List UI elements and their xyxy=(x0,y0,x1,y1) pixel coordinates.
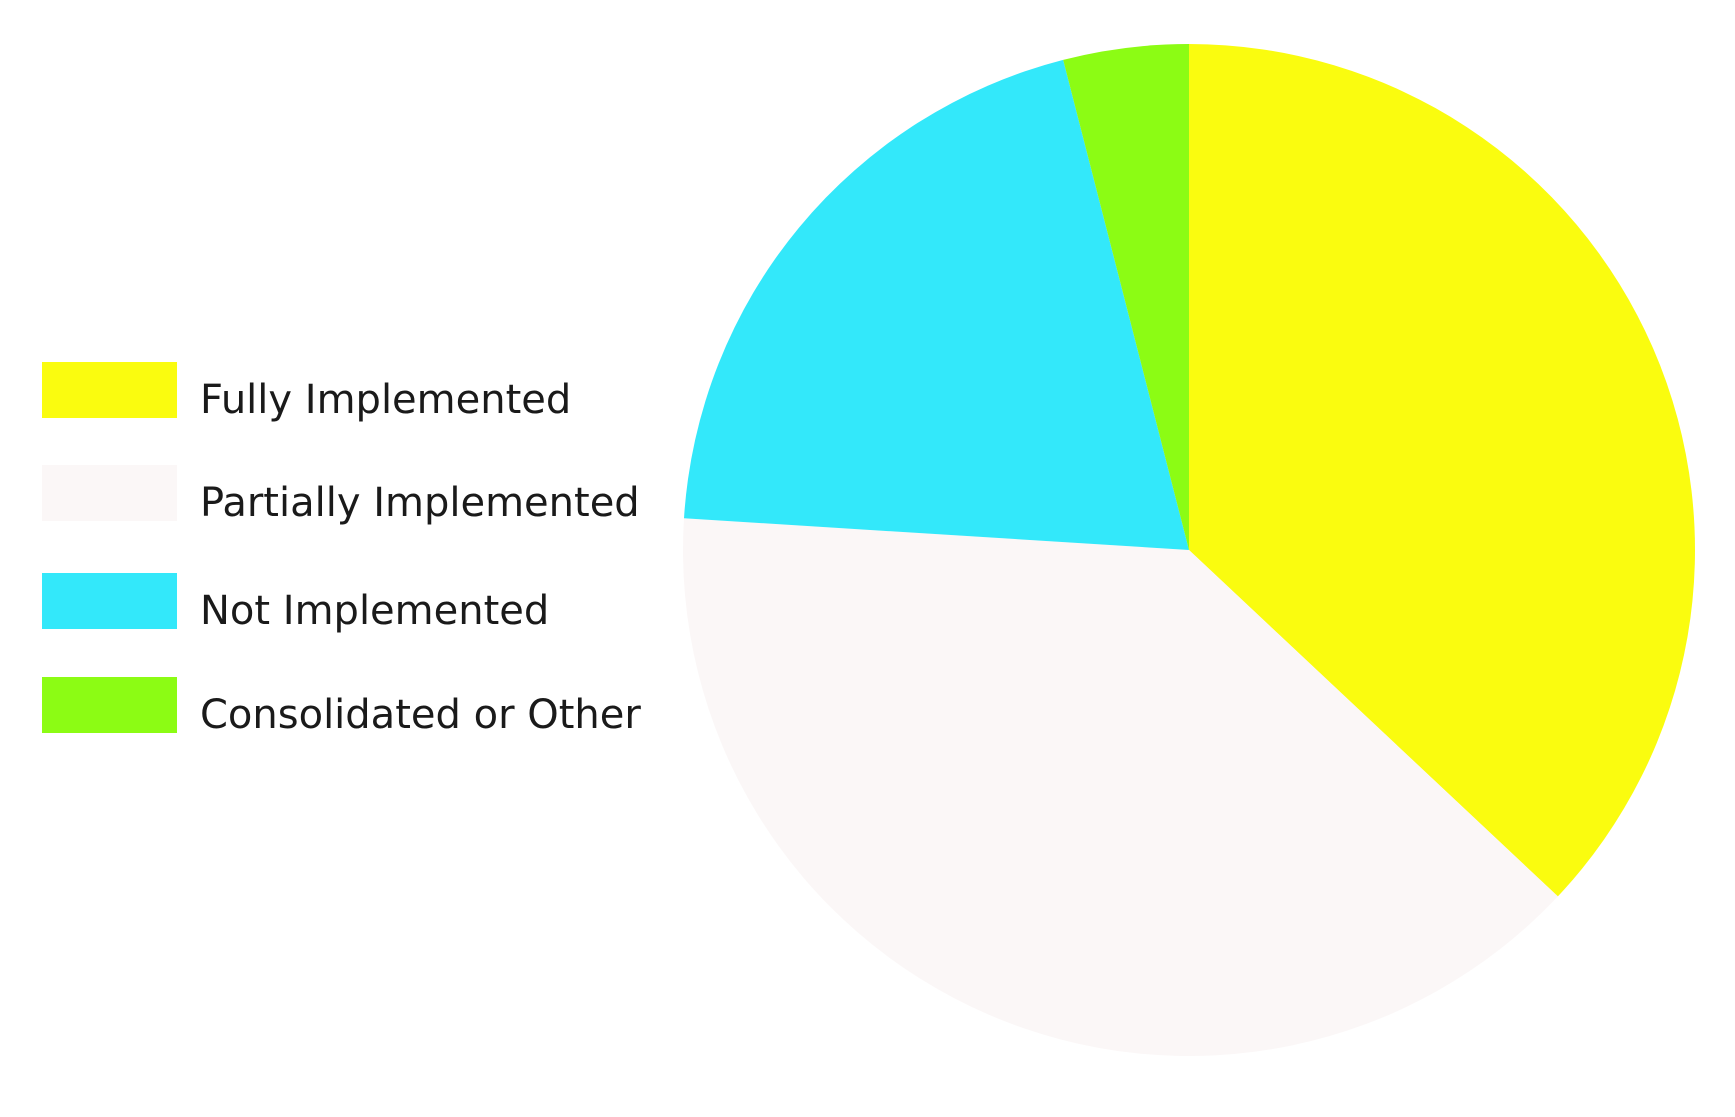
legend-swatch xyxy=(42,677,177,733)
pie-slice xyxy=(683,518,1558,1057)
legend-label: Not Implemented xyxy=(200,588,549,634)
legend-swatch xyxy=(42,465,177,521)
pie-slice xyxy=(1189,44,1696,897)
legend-label: Fully Implemented xyxy=(200,377,571,423)
pie-slice xyxy=(683,59,1189,551)
legend-swatch xyxy=(42,573,177,629)
legend-label: Partially Implemented xyxy=(200,480,640,526)
legend-swatch xyxy=(42,362,177,418)
pie-slice xyxy=(1063,44,1189,550)
legend-label: Consolidated or Other xyxy=(200,692,641,738)
